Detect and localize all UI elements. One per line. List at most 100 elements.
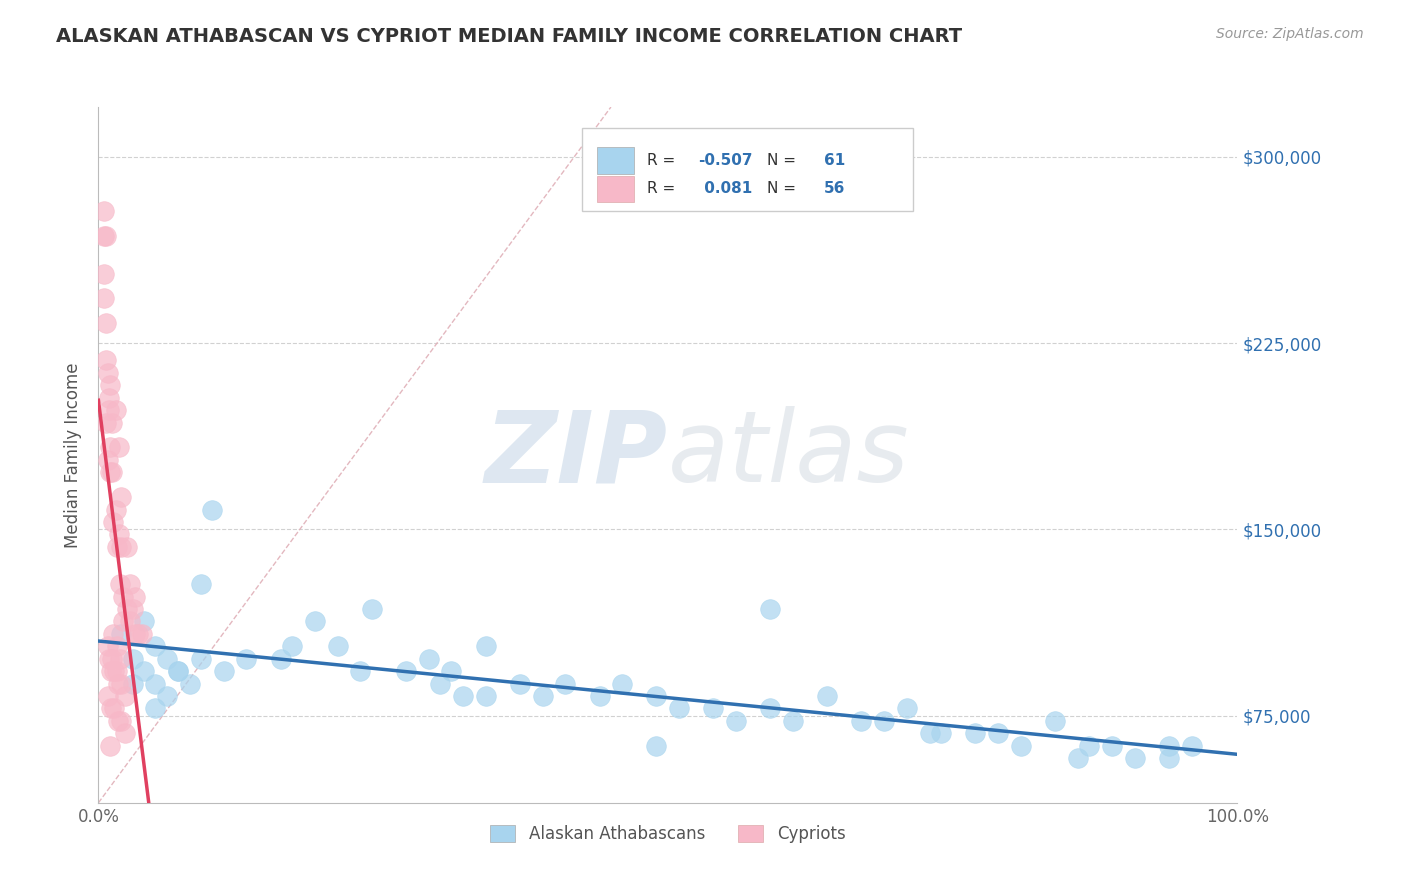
Text: 0.081: 0.081	[699, 181, 752, 196]
Alaskan Athabascans	[759, 701, 782, 715]
Text: atlas: atlas	[668, 407, 910, 503]
Cypriots	[127, 627, 149, 641]
Y-axis label: Median Family Income: Median Family Income	[65, 362, 83, 548]
Alaskan Athabascans	[156, 689, 179, 703]
Alaskan Athabascans	[873, 714, 896, 728]
Cypriots	[96, 416, 118, 430]
Alaskan Athabascans	[395, 664, 418, 678]
Text: R =: R =	[647, 153, 681, 168]
Cypriots	[96, 639, 118, 653]
Text: 61: 61	[824, 153, 845, 168]
Alaskan Athabascans	[645, 739, 668, 753]
Alaskan Athabascans	[201, 502, 224, 516]
Cypriots	[97, 391, 120, 405]
Alaskan Athabascans	[212, 664, 235, 678]
Alaskan Athabascans	[918, 726, 941, 740]
Alaskan Athabascans	[1101, 739, 1123, 753]
Cypriots	[98, 441, 121, 455]
Cypriots	[96, 453, 118, 467]
Alaskan Athabascans	[270, 651, 292, 665]
Alaskan Athabascans	[1157, 739, 1180, 753]
Cypriots	[100, 701, 122, 715]
Alaskan Athabascans	[281, 639, 304, 653]
Cypriots	[108, 577, 131, 591]
Cypriots	[96, 366, 118, 380]
Cypriots	[114, 726, 136, 740]
Cypriots	[108, 651, 131, 665]
Cypriots	[103, 515, 125, 529]
Alaskan Athabascans	[304, 615, 326, 629]
Alaskan Athabascans	[235, 651, 257, 665]
FancyBboxPatch shape	[598, 147, 634, 174]
Cypriots	[97, 403, 120, 417]
Alaskan Athabascans	[702, 701, 724, 715]
Alaskan Athabascans	[815, 689, 838, 703]
Alaskan Athabascans	[1010, 739, 1032, 753]
Alaskan Athabascans	[896, 701, 918, 715]
Alaskan Athabascans	[474, 639, 496, 653]
Cypriots	[104, 403, 127, 417]
Cypriots	[110, 540, 132, 554]
Cypriots	[97, 651, 120, 665]
Cypriots	[108, 527, 131, 541]
Alaskan Athabascans	[110, 627, 132, 641]
Cypriots	[103, 664, 125, 678]
Legend: Alaskan Athabascans, Cypriots: Alaskan Athabascans, Cypriots	[484, 819, 852, 850]
Alaskan Athabascans	[782, 714, 804, 728]
Alaskan Athabascans	[190, 577, 212, 591]
Alaskan Athabascans	[132, 615, 155, 629]
Alaskan Athabascans	[588, 689, 610, 703]
Alaskan Athabascans	[1043, 714, 1066, 728]
Alaskan Athabascans	[965, 726, 987, 740]
Alaskan Athabascans	[440, 664, 463, 678]
Cypriots	[93, 267, 115, 281]
Cypriots	[101, 416, 124, 430]
Cypriots	[131, 627, 153, 641]
FancyBboxPatch shape	[582, 128, 912, 211]
Cypriots	[96, 689, 118, 703]
Alaskan Athabascans	[167, 664, 190, 678]
Cypriots	[110, 490, 132, 504]
Alaskan Athabascans	[531, 689, 554, 703]
Cypriots	[104, 502, 127, 516]
Cypriots	[121, 602, 143, 616]
Alaskan Athabascans	[429, 676, 451, 690]
Cypriots	[98, 739, 121, 753]
Alaskan Athabascans	[612, 676, 634, 690]
Alaskan Athabascans	[156, 651, 179, 665]
Text: 56: 56	[824, 181, 845, 196]
Text: N =: N =	[766, 153, 801, 168]
Cypriots	[105, 540, 128, 554]
Cypriots	[98, 378, 121, 392]
Alaskan Athabascans	[145, 639, 167, 653]
Cypriots	[112, 590, 135, 604]
Cypriots	[93, 291, 115, 305]
Text: -0.507: -0.507	[699, 153, 754, 168]
Alaskan Athabascans	[145, 676, 167, 690]
Alaskan Athabascans	[554, 676, 576, 690]
Text: Source: ZipAtlas.com: Source: ZipAtlas.com	[1216, 27, 1364, 41]
Alaskan Athabascans	[725, 714, 748, 728]
Text: R =: R =	[647, 181, 681, 196]
Alaskan Athabascans	[1078, 739, 1101, 753]
Cypriots	[93, 229, 115, 244]
Alaskan Athabascans	[190, 651, 212, 665]
Cypriots	[107, 714, 129, 728]
Alaskan Athabascans	[509, 676, 531, 690]
Alaskan Athabascans	[451, 689, 474, 703]
Alaskan Athabascans	[759, 602, 782, 616]
Alaskan Athabascans	[645, 689, 668, 703]
Alaskan Athabascans	[1181, 739, 1204, 753]
Cypriots	[96, 229, 118, 244]
Cypriots	[98, 466, 121, 480]
Cypriots	[96, 316, 118, 330]
Cypriots	[110, 676, 132, 690]
Cypriots	[120, 577, 142, 591]
Alaskan Athabascans	[418, 651, 440, 665]
Cypriots	[105, 639, 128, 653]
Cypriots	[115, 540, 138, 554]
Cypriots	[105, 664, 128, 678]
Alaskan Athabascans	[167, 664, 190, 678]
Cypriots	[114, 689, 136, 703]
Alaskan Athabascans	[1123, 751, 1146, 765]
